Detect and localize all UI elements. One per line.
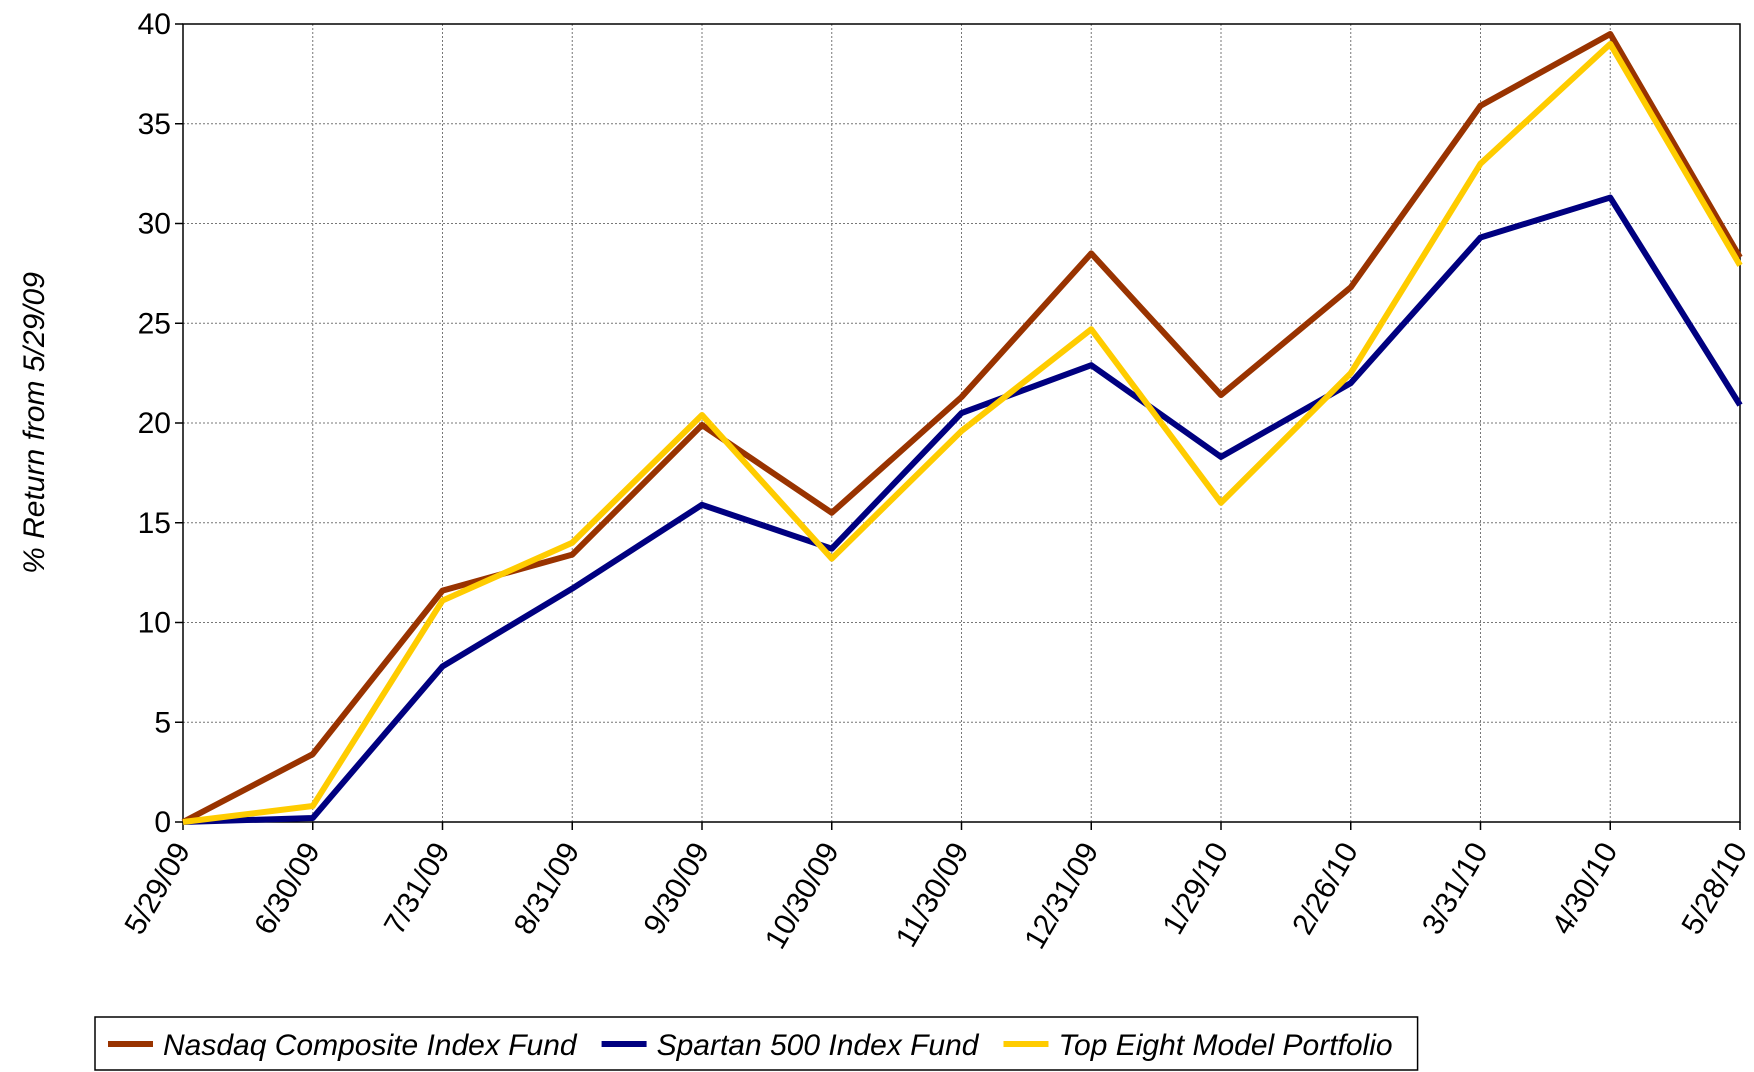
x-tick-label: 11/30/09	[890, 837, 976, 953]
x-tick-label: 7/31/09	[378, 837, 457, 940]
y-tick-label: 40	[138, 8, 171, 41]
y-tick-label: 25	[138, 307, 171, 340]
y-tick-label: 20	[138, 407, 171, 440]
y-tick-label: 0	[154, 806, 171, 839]
line-series	[182, 194, 1743, 825]
y-tick-label: 35	[138, 108, 171, 141]
x-tick-label: 10/30/09	[759, 837, 846, 955]
x-tick-label: 8/31/09	[508, 837, 587, 940]
x-tick-label: 9/30/09	[637, 837, 716, 940]
x-tick-label: 12/31/09	[1018, 837, 1105, 955]
x-tick-label: 5/28/10	[1675, 837, 1754, 940]
legend-box	[94, 1016, 1419, 1071]
y-axis-label: % Return from 5/29/09	[18, 272, 51, 574]
line-series	[181, 30, 1743, 825]
x-tick-label: 1/29/10	[1156, 837, 1235, 940]
x-tick-label: 2/26/10	[1286, 837, 1365, 940]
x-tick-label: 6/30/09	[248, 837, 327, 940]
y-tick-label: 30	[138, 208, 171, 241]
line-series	[182, 40, 1743, 825]
x-tick-label: 4/30/10	[1546, 837, 1625, 940]
legend-label: Spartan 500 Index Fund	[657, 1029, 980, 1062]
y-tick-label: 10	[138, 607, 171, 640]
legend-label: Nasdaq Composite Index Fund	[163, 1029, 578, 1062]
x-tick-label: 5/29/09	[118, 837, 197, 940]
y-tick-label: 15	[138, 507, 171, 540]
y-tick-label: 5	[154, 706, 171, 739]
plot-frame	[182, 23, 1741, 823]
x-tick-label: 3/31/10	[1416, 837, 1495, 940]
legend-label: Top Eight Model Portfolio	[1058, 1029, 1392, 1062]
